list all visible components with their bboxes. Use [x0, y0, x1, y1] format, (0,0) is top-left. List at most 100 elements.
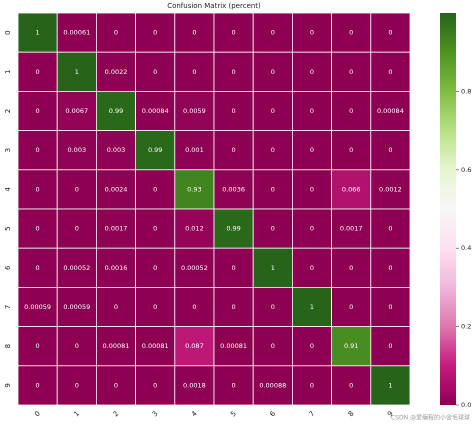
cell-label: 0 [36, 68, 40, 76]
colorbar [440, 13, 456, 405]
cell-label: 0 [232, 68, 236, 76]
x-tick-label: 8 [347, 410, 356, 419]
cell-label: 0 [271, 68, 275, 76]
cell [174, 365, 215, 406]
cell-label: 0 [310, 342, 314, 350]
cell [252, 365, 293, 406]
cell [291, 91, 332, 132]
cell-label: 0.00052 [63, 264, 90, 272]
cell [213, 130, 254, 171]
x-tick-label: 4 [190, 409, 199, 418]
cell-label: 1 [36, 29, 40, 37]
cell [56, 169, 97, 210]
cell-label: 0.003 [67, 146, 86, 154]
cell-label: 0 [232, 146, 236, 154]
cell [213, 365, 254, 406]
y-tick-label: 5 [4, 226, 12, 230]
x-tick-label: 3 [151, 410, 160, 419]
cell-label: 1 [388, 381, 392, 389]
x-tick-label: 7 [308, 410, 317, 419]
cell [17, 208, 58, 249]
cell [331, 51, 372, 92]
cell [135, 326, 176, 367]
cell-label: 0 [310, 68, 314, 76]
cell [370, 286, 411, 327]
cell [291, 326, 332, 367]
cell-label: 0.00081 [220, 342, 247, 350]
cell [291, 286, 332, 327]
cell-label: 0 [232, 381, 236, 389]
cell [213, 208, 254, 249]
cell [252, 247, 293, 288]
cell-label: 0 [349, 303, 353, 311]
cell-label: 0 [153, 264, 157, 272]
cell-label: 0 [192, 68, 196, 76]
cell [96, 169, 137, 210]
cell [291, 51, 332, 92]
cell-label: 0 [349, 381, 353, 389]
cell-label: 0.91 [344, 342, 358, 350]
cell-label: 0.00059 [63, 303, 90, 311]
cell-label: 0.0018 [183, 381, 206, 389]
cell-label: 0 [388, 68, 392, 76]
y-tick-label: 7 [4, 305, 12, 309]
cell-label: 0 [232, 107, 236, 115]
y-tick-label: 1 [4, 70, 12, 74]
cell [252, 169, 293, 210]
x-tick-label: 0 [33, 410, 42, 419]
cell-label: 0 [310, 225, 314, 233]
cell-label: 0.0017 [105, 225, 128, 233]
cell [96, 365, 137, 406]
cell-label: 0 [349, 68, 353, 76]
cell [17, 247, 58, 288]
cell [174, 286, 215, 327]
cell-label: 0 [232, 29, 236, 37]
y-tick-label: 4 [4, 187, 12, 192]
y-tick-label: 2 [4, 109, 12, 113]
cell-label: 0.00052 [181, 264, 208, 272]
cell [331, 247, 372, 288]
cell [213, 286, 254, 327]
cell [17, 12, 58, 53]
cell [370, 91, 411, 132]
cell-label: 0.0012 [379, 185, 402, 193]
cell-label: 0 [388, 29, 392, 37]
cell [17, 130, 58, 171]
x-tick-label: 1 [72, 410, 81, 419]
cell-label: 0 [153, 225, 157, 233]
cell-label: 0.93 [187, 185, 201, 193]
cell-label: 0 [271, 146, 275, 154]
cell [331, 91, 372, 132]
y-tick-label: 9 [4, 383, 12, 387]
cell [135, 365, 176, 406]
cell-label: 0.99 [109, 107, 123, 115]
cell [370, 169, 411, 210]
cell-label: 0 [232, 303, 236, 311]
cell-label: 0.00081 [142, 342, 169, 350]
cell [370, 12, 411, 53]
cell-label: 0 [310, 29, 314, 37]
cell [252, 91, 293, 132]
cell [174, 169, 215, 210]
cell-label: 0 [271, 107, 275, 115]
cell [96, 326, 137, 367]
cell-label: 0 [153, 68, 157, 76]
colorbar-tick-label: 0.4 [461, 244, 471, 252]
cell-label: 0.0067 [65, 107, 88, 115]
cell [291, 365, 332, 406]
cell-label: 0 [310, 185, 314, 193]
colorbar-tick-label: 0.2 [461, 323, 471, 331]
cell-label: 0.0036 [222, 185, 245, 193]
cell-label: 1 [75, 68, 79, 76]
cell-label: 0 [36, 146, 40, 154]
x-tick-label: 6 [268, 409, 277, 418]
cell [135, 247, 176, 288]
cell-label: 0 [388, 146, 392, 154]
cell-label: 0 [232, 264, 236, 272]
cell [252, 286, 293, 327]
cell-label: 0.0024 [105, 185, 128, 193]
cell [96, 208, 137, 249]
cell [56, 91, 97, 132]
cell [96, 12, 137, 53]
x-tick-label: 9 [386, 410, 395, 419]
